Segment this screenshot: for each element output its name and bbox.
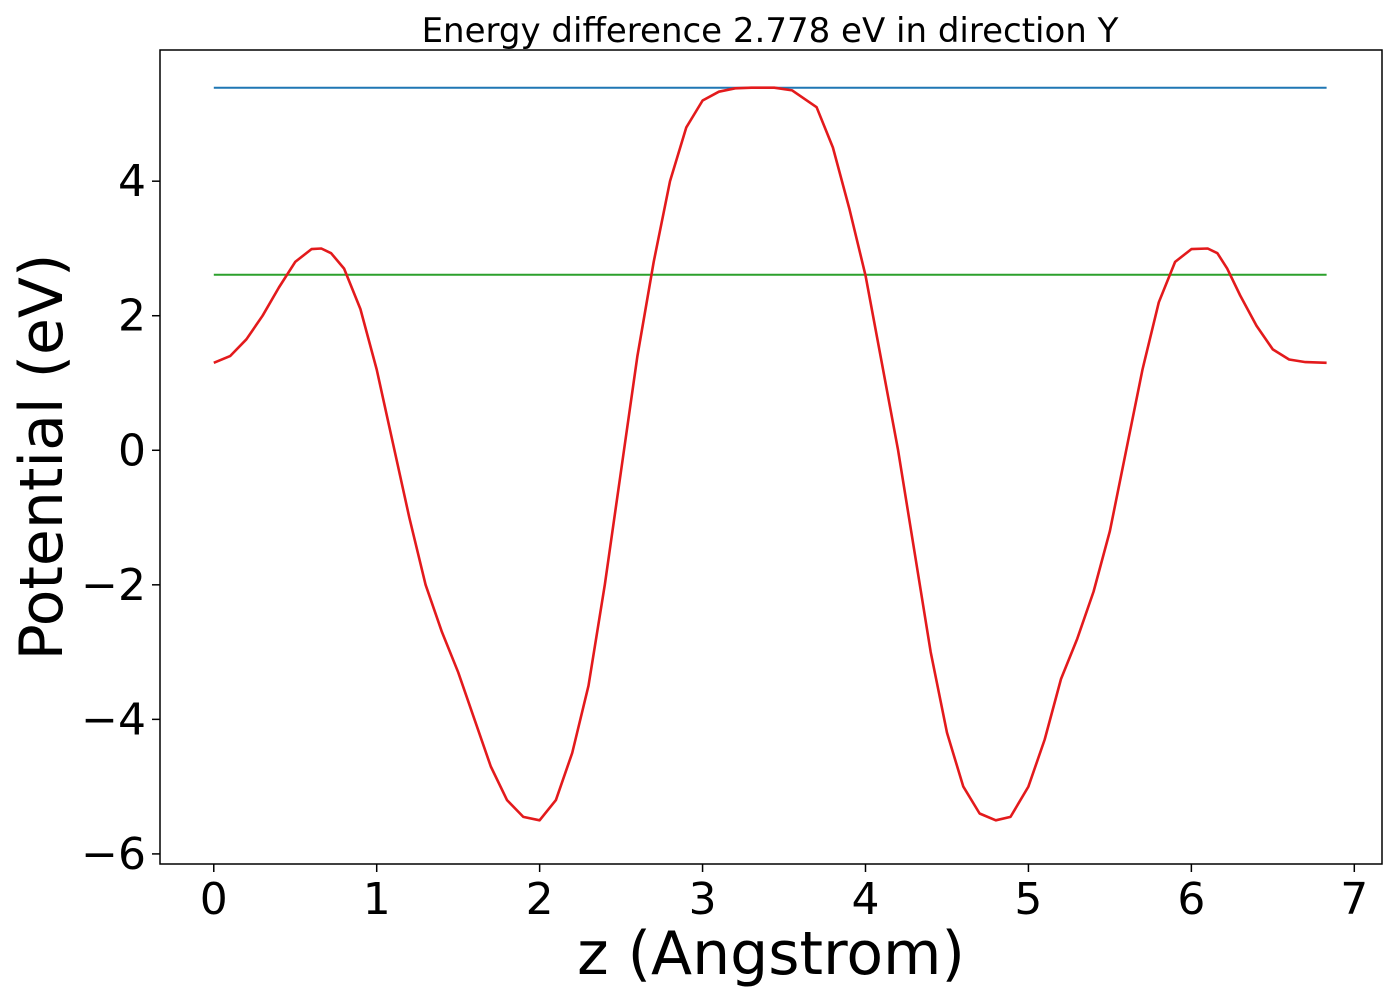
plot-lines	[213, 86, 1327, 822]
y-tick-label: −2	[81, 560, 146, 611]
chart-title: Energy difference 2.778 eV in direction …	[422, 11, 1119, 51]
x-axis-ticks: 0 1 2 3 4 5 6 7	[200, 864, 1368, 925]
y-axis-ticks: −6 −4 −2 0 2 4	[81, 156, 160, 880]
y-axis-label: Potential (eV)	[7, 254, 77, 661]
x-tick-label: 2	[526, 874, 554, 925]
x-tick-label: 4	[852, 874, 880, 925]
x-tick-label: 7	[1340, 874, 1368, 925]
y-tick-label: −6	[81, 829, 146, 880]
x-axis-label: z (Angstrom)	[577, 919, 965, 989]
plot-frame	[159, 49, 1383, 865]
x-tick-label: 0	[200, 874, 228, 925]
x-tick-label: 6	[1177, 874, 1205, 925]
y-tick-label: 0	[118, 425, 146, 476]
y-tick-label: 4	[118, 156, 146, 207]
x-tick-label: 1	[363, 874, 391, 925]
y-tick-label: 2	[118, 291, 146, 342]
x-tick-label: 3	[689, 874, 717, 925]
series-line-2	[213, 86, 1327, 822]
x-tick-label: 5	[1014, 874, 1042, 925]
y-tick-label: −4	[81, 694, 146, 745]
